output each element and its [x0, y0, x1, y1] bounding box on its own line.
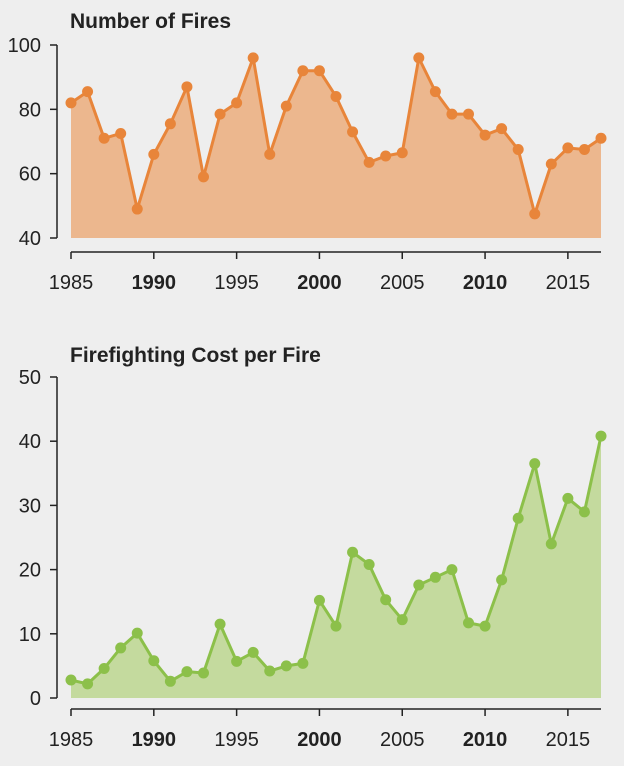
x-tick-label: 1985: [49, 272, 94, 294]
data-point: [545, 158, 557, 170]
data-point: [446, 564, 458, 576]
y-tick-label: 20: [19, 560, 41, 582]
data-point: [65, 97, 77, 109]
chart-number-of-fires: Number of Fires 40 60 80 100 1985 1990 1995 200…: [8, 10, 607, 294]
data-point: [363, 558, 375, 570]
data-point: [429, 86, 441, 98]
x-tick-label: 2000: [297, 729, 342, 751]
data-point: [247, 52, 259, 64]
data-point: [148, 655, 160, 667]
data-point: [429, 571, 441, 583]
chart-title: Firefighting Cost per Fire: [70, 344, 321, 367]
data-point: [529, 208, 541, 220]
data-point: [578, 144, 590, 156]
data-point: [115, 642, 127, 654]
area-fill: [71, 57, 601, 238]
data-point: [297, 65, 309, 77]
data-point: [181, 666, 193, 678]
x-tick-label: 2015: [546, 272, 591, 294]
data-point: [496, 123, 508, 135]
data-point: [98, 132, 110, 144]
x-tick-label: 1990: [132, 272, 177, 294]
data-point: [280, 660, 292, 672]
data-point: [545, 538, 557, 550]
data-point: [595, 132, 607, 144]
data-point: [164, 675, 176, 687]
data-point: [131, 627, 143, 639]
data-point: [363, 156, 375, 168]
data-point: [264, 665, 276, 677]
data-point: [512, 144, 524, 156]
data-point: [297, 657, 309, 669]
y-tick-label: 100: [8, 35, 41, 57]
chart-title: Number of Fires: [70, 10, 231, 33]
data-point: [115, 127, 127, 139]
data-point: [330, 620, 342, 632]
data-point: [413, 579, 425, 591]
data-point: [330, 90, 342, 102]
x-tick-label: 2015: [546, 729, 591, 751]
x-tick-label: 2005: [380, 729, 425, 751]
data-point: [463, 108, 474, 120]
data-point: [247, 646, 259, 658]
data-point: [562, 492, 574, 504]
data-point: [446, 108, 458, 120]
data-point: [496, 574, 508, 586]
data-point: [148, 148, 160, 160]
data-point: [82, 678, 94, 690]
data-point: [198, 171, 209, 183]
data-point: [595, 430, 607, 442]
y-tick-label: 10: [19, 624, 41, 646]
data-point: [479, 620, 491, 632]
x-tick-label: 2005: [380, 272, 425, 294]
data-point: [380, 594, 392, 606]
x-tick-label: 1995: [214, 729, 259, 751]
data-point: [396, 147, 408, 159]
data-point: [131, 203, 143, 215]
data-point: [463, 617, 474, 629]
x-tick-label: 2000: [297, 272, 342, 294]
chart-firefighting-cost: Firefighting Cost per Fire 0 10 20 30 40 50 19…: [19, 344, 607, 751]
y-tick-label: 40: [19, 431, 41, 453]
data-point: [214, 618, 226, 630]
y-tick-label: 60: [19, 164, 41, 186]
y-tick-label: 40: [19, 228, 41, 250]
data-point: [214, 108, 226, 120]
data-point: [413, 52, 425, 64]
y-tick-label: 80: [19, 99, 41, 121]
data-point: [578, 506, 590, 518]
data-point: [82, 86, 94, 98]
data-point: [396, 614, 408, 626]
x-tick-label: 2010: [463, 272, 508, 294]
data-point: [164, 118, 176, 130]
x-tick-label: 1990: [132, 729, 177, 751]
data-point: [198, 667, 209, 679]
data-point: [313, 594, 325, 606]
data-point: [512, 512, 524, 524]
data-point: [98, 662, 110, 674]
area-fill: [71, 436, 601, 698]
data-point: [181, 81, 193, 93]
y-tick-label: 50: [19, 367, 41, 389]
data-point: [231, 655, 243, 667]
data-point: [313, 65, 325, 77]
data-point: [280, 100, 292, 112]
y-tick-label: 30: [19, 495, 41, 517]
x-tick-label: 1995: [214, 272, 259, 294]
x-tick-label: 1985: [49, 729, 94, 751]
data-point: [65, 674, 77, 686]
x-tick-label: 2010: [463, 729, 508, 751]
data-point: [347, 546, 359, 558]
data-point: [264, 148, 276, 160]
data-point: [529, 458, 541, 470]
data-point: [562, 142, 574, 154]
data-point: [231, 97, 243, 109]
data-point: [380, 150, 392, 162]
y-tick-label: 0: [30, 688, 41, 710]
data-point: [347, 126, 359, 138]
data-point: [479, 129, 491, 141]
